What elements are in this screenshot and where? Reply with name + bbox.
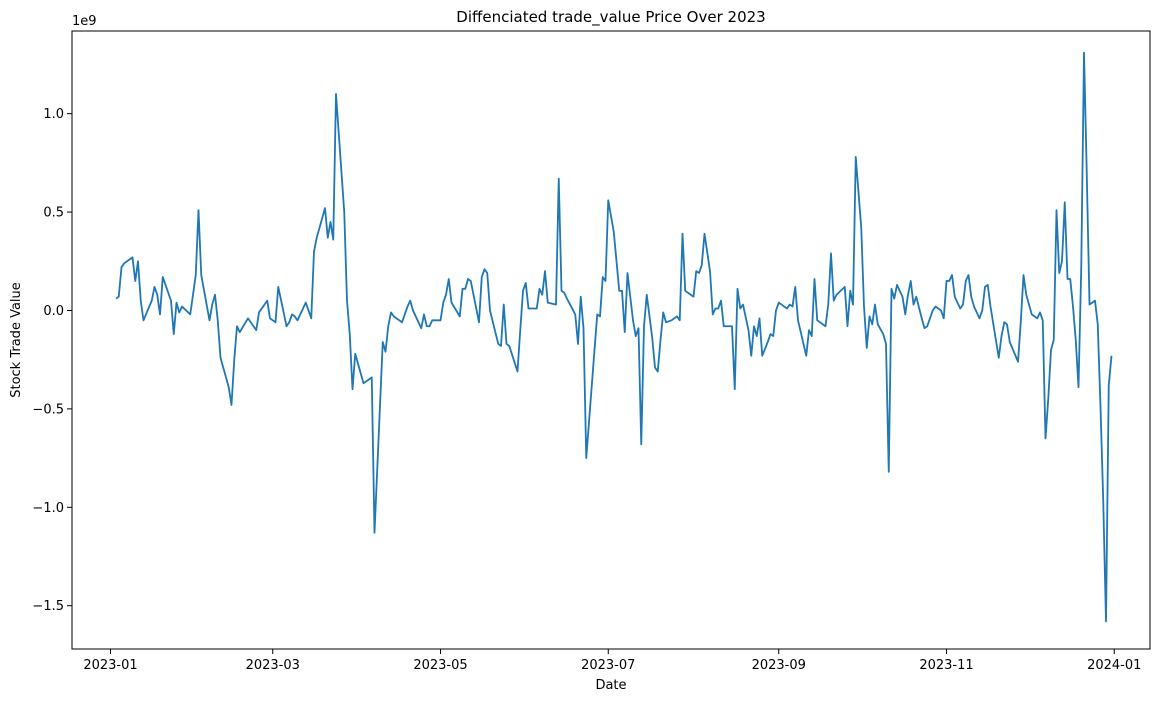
- y-axis-label: Stock Trade Value: [9, 282, 24, 398]
- x-tick-label: 2024-01: [1087, 658, 1141, 673]
- x-axis-label: Date: [595, 678, 626, 693]
- y-axis-ticks: −1.5 −1.0 −0.5 0.0 0.5 1.0: [32, 107, 72, 614]
- x-tick-label: 2023-11: [919, 658, 973, 673]
- y-tick-label: −1.5: [32, 599, 64, 614]
- plot-frame: [71, 30, 1151, 650]
- y-tick-label: 0.5: [43, 206, 64, 221]
- y-axis-offset-label: 1e9: [72, 14, 97, 29]
- x-axis-ticks: 2023-01 2023-03 2023-05 2023-07 2023-09 2023-…: [83, 649, 1141, 673]
- plot-area: [71, 30, 1151, 650]
- x-tick-label: 2023-03: [246, 658, 300, 673]
- y-tick-label: −1.0: [32, 501, 64, 516]
- y-tick-label: 1.0: [43, 107, 64, 122]
- series-line: [115, 51, 1113, 623]
- y-tick-label: 0.0: [43, 304, 64, 319]
- y-tick-label: −0.5: [32, 402, 64, 417]
- x-tick-label: 2023-07: [581, 658, 635, 673]
- x-tick-label: 2023-05: [413, 658, 467, 673]
- x-tick-label: 2023-01: [83, 658, 137, 673]
- chart-title: Diffenciated trade_value Price Over 2023: [456, 8, 765, 27]
- x-tick-label: 2023-09: [752, 658, 806, 673]
